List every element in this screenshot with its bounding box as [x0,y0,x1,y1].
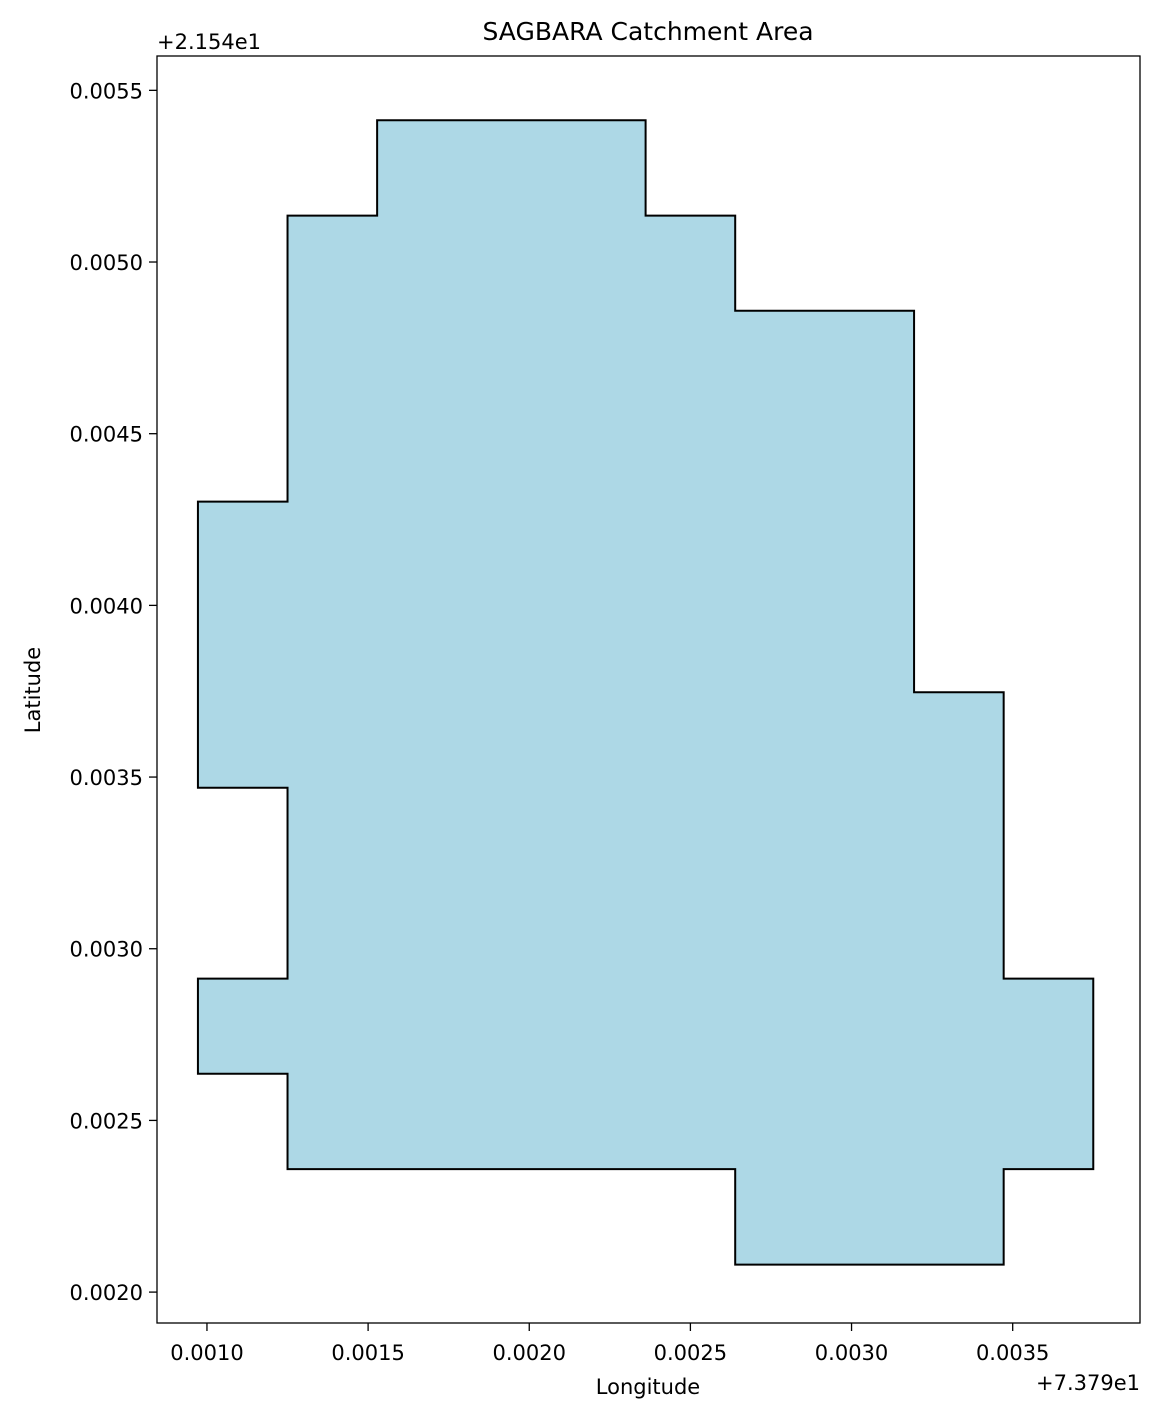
y-tick-label: 0.0020 [70,1281,143,1305]
x-tick-label: 0.0015 [331,1341,404,1365]
x-tick-label: 0.0010 [170,1341,243,1365]
x-tick-label: 0.0025 [654,1341,727,1365]
x-axis-offset-label: +7.379e1 [1036,1371,1140,1395]
x-axis-label: Longitude [596,1375,700,1399]
y-tick-label: 0.0030 [70,938,143,962]
axes-frame [156,55,1141,1324]
y-axis-offset-label: +2.154e1 [157,30,261,54]
x-axis-ticks: 0.0010 0.0015 0.0020 0.0025 0.0030 0.0035 [170,1323,1049,1365]
catchment-polygon [196,119,1095,1266]
y-tick-label: 0.0025 [70,1109,143,1133]
plot-area [196,119,1095,1266]
x-tick-label: 0.0030 [815,1341,888,1365]
x-tick-label: 0.0035 [976,1341,1049,1365]
y-tick-label: 0.0045 [70,423,143,447]
y-tick-label: 0.0040 [70,594,143,618]
y-tick-label: 0.0050 [70,251,143,275]
y-tick-label: 0.0035 [70,766,143,790]
y-axis-ticks: 0.0020 0.0025 0.0030 0.0035 0.0040 0.0045 0.00… [70,79,157,1305]
y-tick-label: 0.0055 [70,79,143,103]
x-tick-label: 0.0020 [493,1341,566,1365]
chart-title: SAGBARA Catchment Area [482,17,813,46]
y-axis-label: Latitude [21,647,45,733]
